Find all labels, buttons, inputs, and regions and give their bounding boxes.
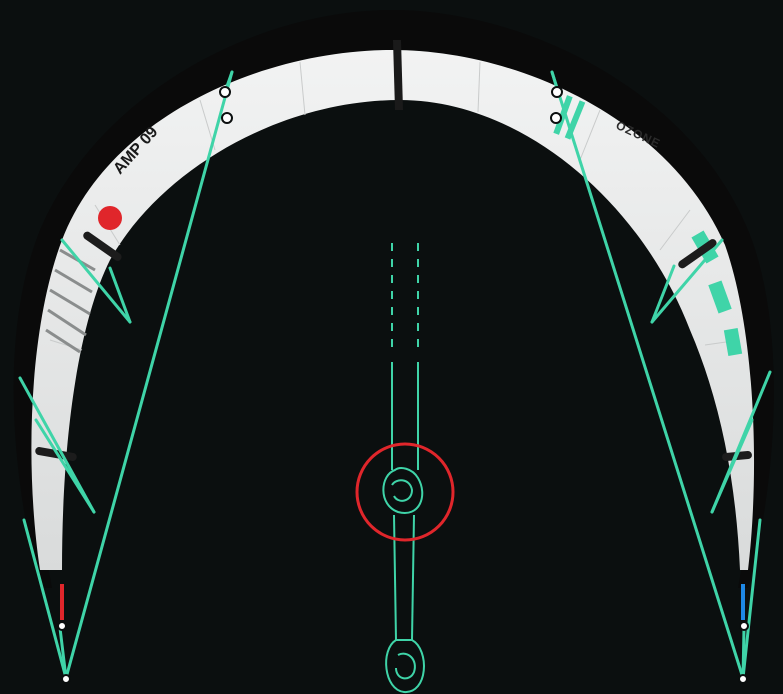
ozone-logo-icon: [98, 206, 122, 238]
bridle-lines: [18, 70, 772, 680]
bridle-points: [57, 86, 749, 684]
center-strut: [393, 40, 403, 110]
center-lines: [391, 243, 419, 641]
struts: [35, 231, 752, 461]
chicken-loop: [382, 467, 425, 694]
focus-ring: [355, 442, 455, 542]
